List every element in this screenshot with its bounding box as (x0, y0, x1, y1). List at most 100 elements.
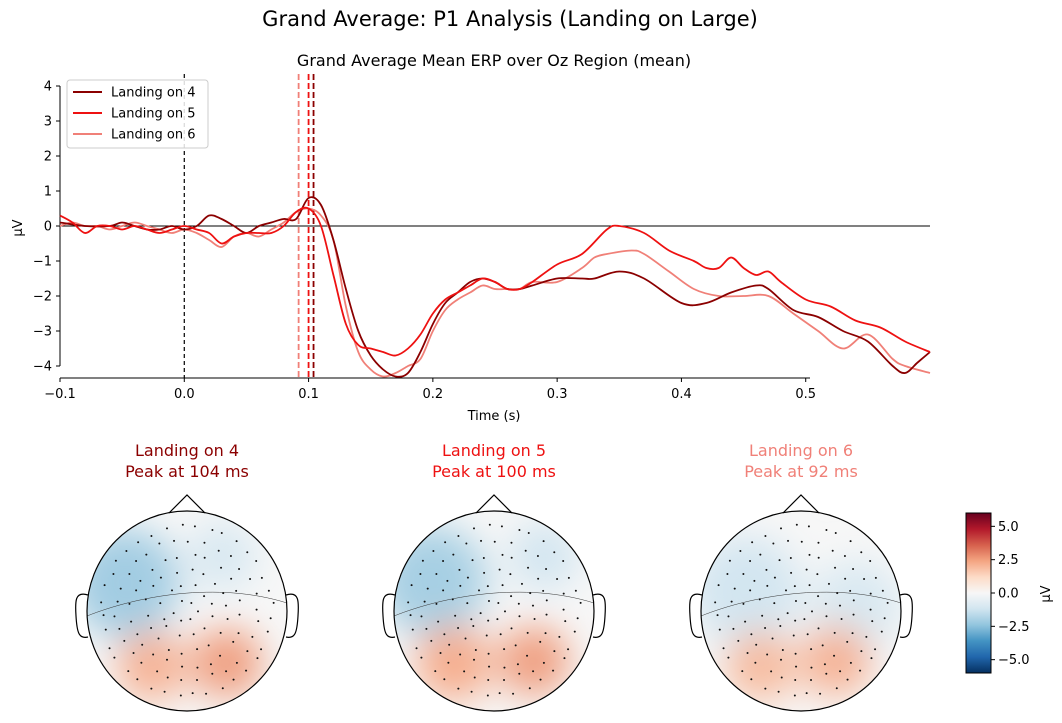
electrode-marker (727, 615, 730, 618)
electrode-marker (816, 573, 819, 576)
electrode-marker (172, 612, 175, 615)
electrode-marker (501, 584, 504, 587)
electrode-marker (789, 557, 792, 560)
colorbar-tick-label: 5.0 (998, 520, 1019, 535)
electrode-marker (459, 584, 462, 587)
electrode-marker (251, 635, 254, 638)
electrode-marker (860, 650, 863, 653)
head-outline (86, 510, 288, 712)
topomap-row: Landing on 4 Peak at 104 ms Landing on 5 Pe… (75, 441, 913, 712)
electrode-marker (437, 620, 440, 623)
erp-x-axis-label: Time (s) (467, 409, 521, 424)
electrode-marker (844, 577, 847, 580)
electrode-marker (415, 647, 418, 650)
x-tick-label: −0.1 (44, 387, 76, 402)
electrode-marker (517, 602, 520, 605)
electrode-marker (219, 631, 222, 634)
electrode-marker (510, 541, 513, 544)
electrode-marker (473, 658, 476, 661)
y-tick-label: 3 (44, 115, 52, 130)
electrode-marker (532, 670, 535, 673)
electrode-marker (838, 604, 841, 607)
electrode-marker (444, 541, 447, 544)
electrode-marker (152, 584, 155, 587)
legend-box (66, 79, 209, 149)
electrode-marker (869, 559, 872, 562)
electrode-marker (749, 589, 752, 592)
electrode-marker (771, 637, 774, 640)
electrode-marker (773, 602, 776, 605)
right-ear-outline (592, 593, 606, 638)
electrode-marker (542, 540, 545, 543)
topomap-electrodes (100, 523, 275, 697)
electrode-marker (458, 568, 461, 571)
electrode-marker (870, 657, 873, 660)
electrode-marker (805, 568, 808, 571)
topomap-title-condition: Landing on 4 (135, 441, 239, 460)
electrode-marker (503, 610, 506, 613)
topomap-zero-contour (701, 591, 901, 617)
electrode-marker (886, 601, 889, 604)
electrode-marker (514, 644, 517, 647)
electrode-marker (773, 576, 776, 579)
electrode-marker (718, 628, 721, 631)
electrode-marker (512, 692, 515, 695)
electrode-marker (176, 571, 179, 574)
topomap-field (87, 511, 287, 711)
erp-plot-title: Grand Average Mean ERP over Oz Region (m… (297, 51, 691, 70)
electrode-marker (123, 639, 126, 642)
electrode-marker (778, 559, 781, 562)
electrode-marker (225, 670, 228, 673)
electrode-marker (846, 678, 849, 681)
electrode-marker (235, 589, 238, 592)
topomap-potential-blob (509, 521, 579, 591)
topomap-title-peak: Peak at 104 ms (125, 462, 249, 481)
electrode-marker (435, 572, 438, 575)
electrode-marker (488, 665, 491, 668)
electrode-marker (113, 615, 116, 618)
electrode-marker (211, 528, 214, 531)
electrode-marker (869, 592, 872, 595)
electrode-marker (483, 571, 486, 574)
y-tick-label: −4 (33, 360, 52, 375)
electrode-marker (180, 619, 183, 622)
electrode-marker (211, 672, 214, 675)
electrode-marker (193, 525, 196, 528)
erp-y-axis-label: µV (11, 219, 26, 236)
electrode-marker (479, 612, 482, 615)
electrode-marker (880, 630, 883, 633)
electrode-marker (516, 663, 519, 666)
topomap-title-condition: Landing on 5 (442, 441, 546, 460)
electrode-marker (410, 584, 413, 587)
electrode-marker (728, 559, 731, 562)
electrode-marker (493, 540, 496, 543)
electrode-marker (196, 678, 199, 681)
electrode-marker (178, 634, 181, 637)
electrode-marker (135, 589, 138, 592)
electrode-marker (130, 620, 133, 623)
electrode-marker (496, 618, 499, 621)
electrode-marker (189, 618, 192, 621)
y-tick-label: 4 (44, 80, 52, 95)
nose-outline (475, 494, 513, 514)
electrode-marker (717, 584, 720, 587)
electrode-marker (528, 687, 531, 690)
topomap-title-peak: Peak at 100 ms (432, 462, 556, 481)
electrode-marker (260, 576, 263, 579)
electrode-marker (817, 541, 820, 544)
electrode-marker (439, 651, 442, 654)
electrode-marker (175, 557, 178, 560)
electrode-marker (754, 661, 757, 664)
electrode-marker (863, 577, 866, 580)
electrode-marker (457, 626, 460, 629)
electrode-marker (269, 617, 272, 620)
electrode-marker (531, 604, 534, 607)
electrode-marker (235, 661, 238, 664)
electrode-marker (443, 633, 446, 636)
electrode-marker (139, 579, 142, 582)
electrode-marker (224, 604, 227, 607)
electrode-marker (831, 549, 834, 552)
electrode-marker (446, 579, 449, 582)
electrode-marker (186, 540, 189, 543)
nose-outline (782, 494, 820, 514)
